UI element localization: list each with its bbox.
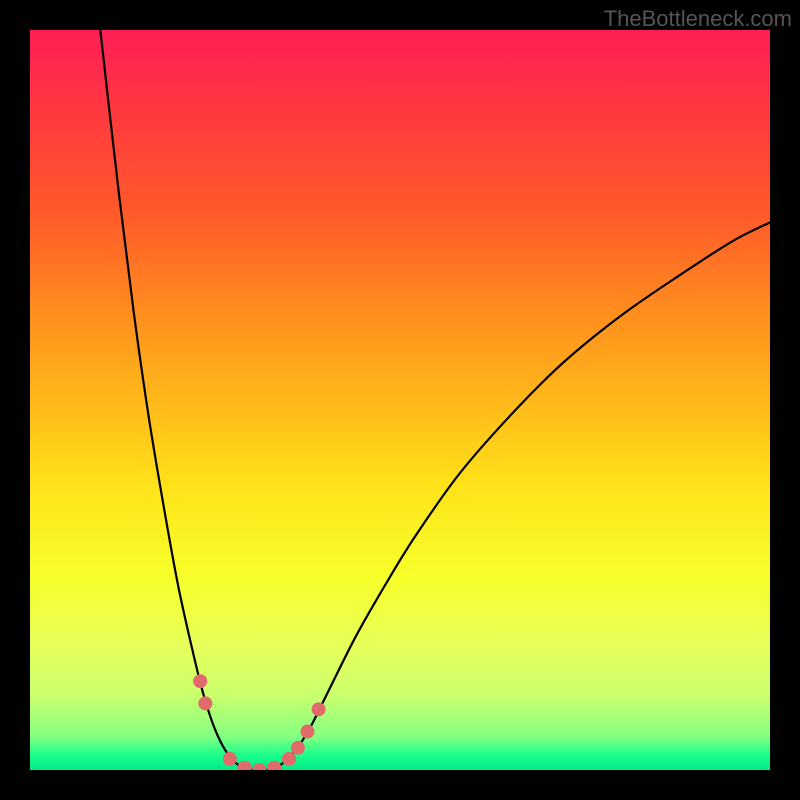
marker-dot xyxy=(282,752,296,766)
marker-dot xyxy=(301,725,315,739)
marker-dot xyxy=(223,752,237,766)
marker-dot xyxy=(312,702,326,716)
marker-dot xyxy=(291,741,305,755)
marker-dot xyxy=(198,696,212,710)
watermark-label: TheBottleneck.com xyxy=(604,6,792,32)
marker-dot xyxy=(193,674,207,688)
gradient-background xyxy=(30,30,770,770)
plot-area xyxy=(30,30,770,770)
chart-frame: TheBottleneck.com xyxy=(0,0,800,800)
